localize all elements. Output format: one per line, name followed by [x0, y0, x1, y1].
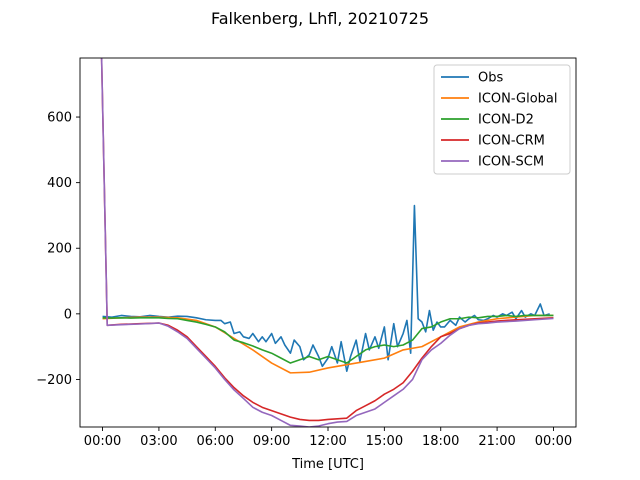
- y-tick-label: −200: [36, 373, 72, 388]
- legend: Obs ICON-Global ICON-D2 ICON-CRM ICON-SCM: [433, 64, 571, 175]
- plot-frame: [79, 57, 577, 428]
- x-tick-label: 21:00: [478, 434, 515, 449]
- x-tick-label: 06:00: [197, 434, 234, 449]
- x-axis-ticks: 00:00 03:00 06:00 09:00 12:00 15:00 18:00 21:00…: [84, 427, 572, 449]
- y-axis-ticks: −200 0 200 400 600: [36, 111, 80, 388]
- series-line-icon-d2: [102, 314, 554, 364]
- x-axis-label: Time [UTC]: [291, 457, 364, 472]
- y-tick-label: 0: [64, 307, 72, 322]
- x-tick-label: 12:00: [309, 434, 346, 449]
- y-tick-label: 200: [47, 242, 72, 257]
- x-tick-label: 18:00: [422, 434, 459, 449]
- legend-label-icon-d2: ICON-D2: [478, 113, 534, 128]
- legend-box: [433, 64, 571, 175]
- legend-label-obs: Obs: [478, 71, 503, 86]
- x-tick-label: 03:00: [140, 434, 177, 449]
- legend-label-icon-scm: ICON-SCM: [478, 155, 544, 170]
- series-line-obs: [102, 204, 550, 373]
- chart-title: Falkenberg, Lhfl, 20210725: [211, 9, 429, 28]
- x-tick-label: 00:00: [535, 434, 572, 449]
- legend-label-icon-global: ICON-Global: [478, 92, 558, 107]
- series-line-icon-global: [102, 314, 554, 374]
- series-layer: [100, 58, 554, 427]
- legend-label-icon-crm: ICON-CRM: [478, 134, 545, 149]
- x-tick-label: 00:00: [84, 434, 121, 449]
- y-tick-label: 400: [47, 176, 72, 191]
- x-tick-label: 15:00: [366, 434, 403, 449]
- series-line-icon-scm: [100, 58, 554, 427]
- y-tick-label: 600: [47, 111, 72, 126]
- x-tick-label: 09:00: [253, 434, 290, 449]
